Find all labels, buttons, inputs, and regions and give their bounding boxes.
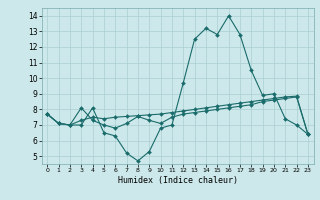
X-axis label: Humidex (Indice chaleur): Humidex (Indice chaleur) bbox=[118, 176, 237, 185]
